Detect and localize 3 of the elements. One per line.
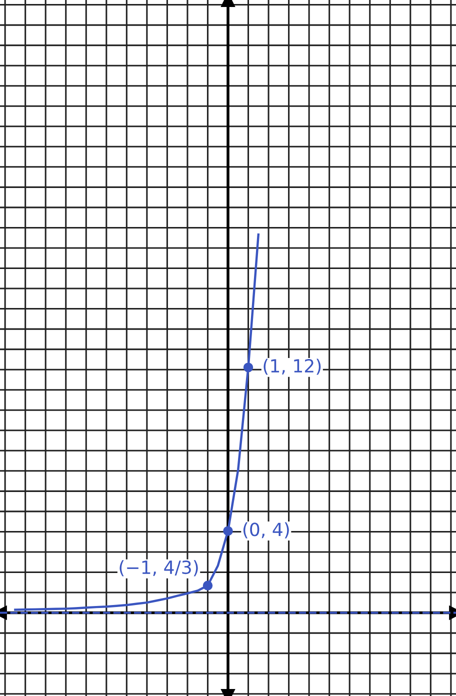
data-label: (0, 4) xyxy=(243,522,289,538)
data-label: (1, 12) xyxy=(264,358,321,375)
data-label: (−1, 4/3) xyxy=(120,560,198,576)
